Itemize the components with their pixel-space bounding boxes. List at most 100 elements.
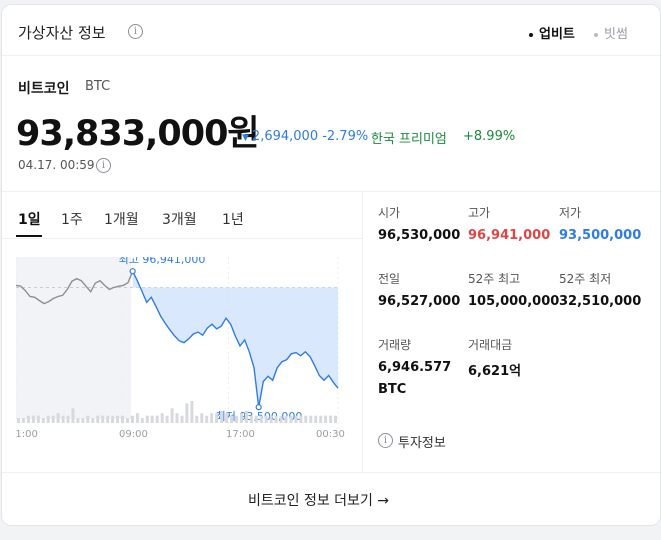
high-value: 96,941,000 — [468, 228, 551, 243]
volume-bar — [279, 415, 283, 423]
pre-open-shade — [16, 257, 131, 419]
volume-bar — [284, 415, 288, 423]
w52-low-value: 32,510,000 — [559, 294, 642, 309]
volume-bar — [150, 415, 154, 423]
bullet-icon — [529, 32, 533, 37]
x-tick-label: 01:00 — [16, 429, 38, 440]
x-tick-label: 09:00 — [119, 429, 148, 440]
volume-bar — [299, 415, 303, 423]
crypto-info-card: 가상자산 정보 i 업비트 빗썸 비트코인 BTC 93,833,000원 ▼ 2… — [1, 4, 661, 526]
volume-bar — [230, 415, 233, 423]
coin-ticker: BTC — [85, 79, 111, 94]
price-line — [132, 270, 339, 408]
korea-premium-value: +8.99% — [463, 129, 516, 144]
volume-bar — [314, 415, 318, 423]
source-tab-upbit[interactable]: 업비트 — [529, 23, 575, 42]
volume-bar — [116, 415, 120, 423]
volume-bar — [309, 415, 313, 423]
volume-bar — [195, 415, 199, 423]
tab-1day[interactable]: 1일 — [18, 212, 41, 228]
prev-label: 전일 — [378, 272, 401, 286]
korea-premium-label: 한국 프리미엄 — [371, 132, 447, 147]
tab-1week[interactable]: 1주 — [61, 212, 83, 228]
divider — [362, 191, 363, 472]
volume-bar — [71, 408, 75, 423]
volume-bar — [205, 415, 209, 423]
volume-unit: BTC — [378, 382, 407, 397]
volume-bar — [200, 413, 204, 423]
volume-label: 거래량 — [378, 338, 412, 352]
volume-bar — [334, 415, 337, 423]
volume-bar — [86, 415, 90, 423]
x-axis: 01:00 09:00 17:00 00:30 — [16, 429, 345, 440]
volume-bar — [51, 415, 55, 423]
volume-bar — [111, 415, 115, 423]
open-value: 96,530,000 — [378, 228, 461, 243]
w52-high-label: 52주 최고 — [468, 272, 521, 286]
volume-bar — [41, 418, 45, 423]
volume-bar — [140, 418, 144, 423]
tab-1year[interactable]: 1년 — [222, 212, 244, 228]
volume-bar — [225, 413, 229, 423]
current-price: 93,833,000원 — [16, 114, 260, 154]
volume-bar — [254, 415, 258, 423]
w52-low-label: 52주 최저 — [559, 272, 612, 286]
volume-bar — [56, 413, 60, 423]
volume-bar — [145, 415, 149, 423]
volume-bar — [294, 415, 298, 423]
volume-bar — [319, 415, 323, 423]
volume-bar — [66, 415, 70, 423]
invest-info-link[interactable]: 투자정보 — [398, 436, 446, 451]
more-info-link[interactable]: 비트코인 정보 더보기 → — [248, 493, 390, 509]
volume-bar — [185, 403, 189, 423]
volume-bars — [17, 401, 337, 423]
volume-bar — [31, 415, 35, 423]
volume-bar — [21, 418, 25, 423]
volume-bar — [259, 415, 263, 423]
volume-bar — [126, 418, 129, 423]
source-tab-bithumb[interactable]: 빗썸 — [594, 23, 628, 42]
high-marker — [129, 268, 136, 275]
x-tick-label: 00:30 — [316, 429, 345, 440]
volume-bar — [210, 413, 214, 423]
period-tabs: 1일 1주 1개월 3개월 1년 — [2, 192, 362, 239]
coin-name: 비트코인 — [18, 81, 70, 97]
volume-bar — [215, 413, 219, 423]
invest-info-icon[interactable]: i — [378, 433, 393, 448]
volume-bar — [36, 415, 40, 423]
price-chart[interactable]: 최고 96,941,000 최저 93,500,000 01:00 09:00 17… — [16, 257, 346, 442]
card-header: 가상자산 정보 i 업비트 빗썸 — [2, 5, 660, 56]
prev-value: 96,527,000 — [378, 294, 461, 309]
x-tick-label: 17:00 — [226, 429, 255, 440]
low-label: 저가 — [559, 206, 582, 220]
volume-bar — [26, 415, 30, 423]
volume-bar — [249, 415, 253, 423]
volume-bar — [17, 418, 20, 423]
tab-1month[interactable]: 1개월 — [104, 212, 139, 228]
volume-bar — [289, 415, 293, 423]
volume-bar — [269, 415, 273, 423]
volume-bar — [101, 415, 105, 423]
volume-bar — [175, 413, 179, 423]
volume-bar — [46, 415, 50, 423]
timestamp-info-icon[interactable]: i — [96, 158, 111, 173]
volume-bar — [135, 413, 139, 423]
volume-bar — [160, 413, 164, 423]
volume-bar — [244, 410, 248, 423]
volume-bar — [91, 418, 95, 423]
price-change: ▼ 2,694,000 -2.79% — [242, 129, 369, 144]
low-marker — [255, 404, 262, 411]
card-title: 가상자산 정보 — [18, 24, 106, 42]
tab-3month[interactable]: 3개월 — [162, 212, 197, 228]
volume-bar — [106, 415, 110, 423]
volume-bar — [180, 415, 184, 423]
volume-bar — [324, 415, 328, 423]
volume-bar — [264, 415, 268, 423]
volume-bar — [130, 415, 134, 423]
open-label: 시가 — [378, 206, 401, 220]
low-value: 93,500,000 — [559, 228, 642, 243]
volume-bar — [121, 415, 124, 423]
down-triangle-icon: ▼ — [242, 133, 249, 143]
amount-value: 6,621억 — [468, 364, 522, 379]
info-icon[interactable]: i — [128, 24, 143, 39]
